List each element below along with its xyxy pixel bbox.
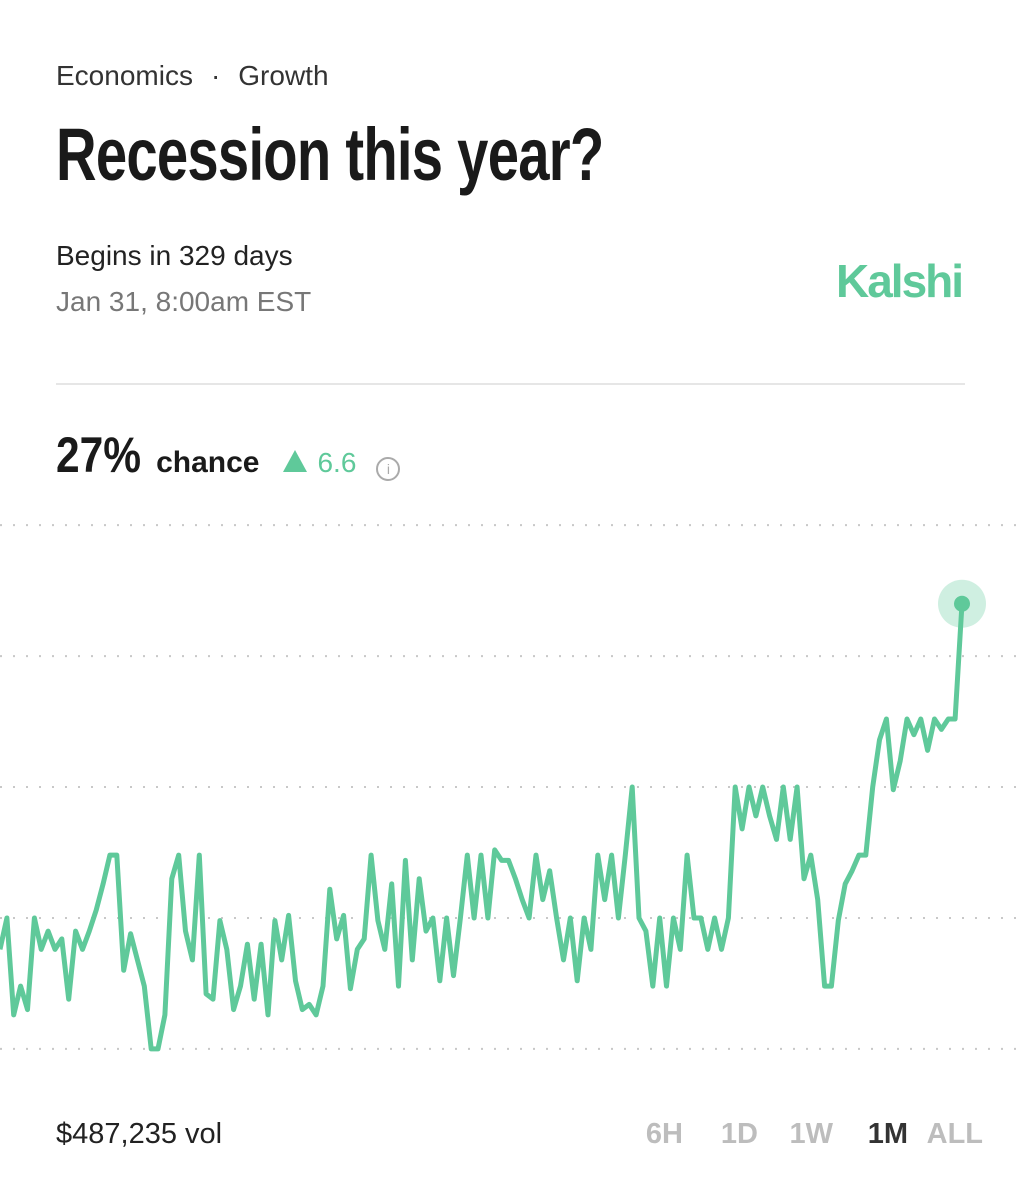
timeframe-button[interactable]: 1W: [789, 1118, 834, 1150]
title: Recession this year?: [56, 113, 604, 196]
probability: 27%: [56, 427, 142, 483]
chance-label: chance: [156, 446, 260, 479]
separator: ·: [210, 60, 221, 91]
divider: [56, 383, 965, 385]
endpoint: [954, 595, 970, 612]
info-icon[interactable]: i: [376, 457, 401, 481]
category[interactable]: Economics: [56, 60, 193, 91]
summary: 27% chance 6.6 i: [56, 426, 401, 484]
change: 6.6: [317, 447, 357, 478]
brand-logo[interactable]: Kalshi: [836, 255, 964, 307]
chart: [0, 524, 1021, 1052]
begins: Begins in 329 days: [56, 240, 293, 271]
timeframe-button[interactable]: ALL: [926, 1118, 983, 1150]
timeframe-button[interactable]: 6H: [645, 1118, 683, 1150]
timeframes: 6H 1D 1W 1M ALL: [608, 1118, 983, 1151]
timeframe-button[interactable]: 1D: [720, 1118, 758, 1150]
timeframe-button[interactable]: 1M: [867, 1118, 908, 1150]
breadcrumb: Economics · Growth: [56, 60, 329, 92]
line: [0, 603, 965, 1052]
date: Jan 31, 8:00am EST: [56, 286, 312, 317]
up-arrow: [283, 450, 308, 472]
volume: $487,235 vol: [56, 1118, 223, 1150]
subcategory[interactable]: Growth: [238, 60, 329, 91]
